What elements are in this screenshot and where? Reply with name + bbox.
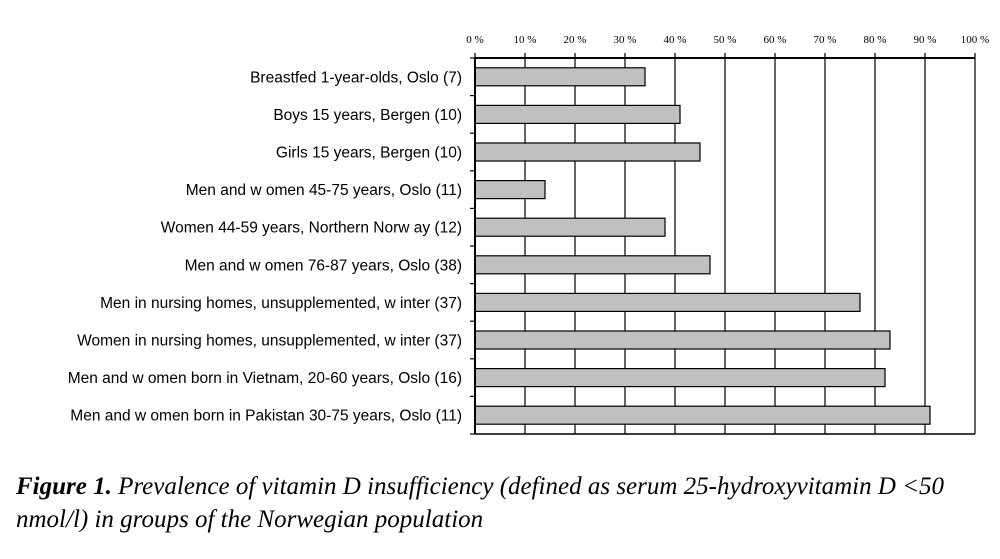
bar-chart: 0 % 10 % 20 % 30 % 40 % 50 % 60 % 70 % 80 % 90 % 1… xyxy=(68,34,989,435)
x-tick-label: 50 % xyxy=(714,34,737,46)
x-tick-label: 90 % xyxy=(914,34,937,46)
bar xyxy=(474,67,646,87)
category-label: Men in nursing homes, unsupplemented, w … xyxy=(100,295,462,312)
category-label: Breastfed 1-year-olds, Oslo (7) xyxy=(250,69,462,86)
category-label: Men and w omen 45-75 years, Oslo (11) xyxy=(186,182,462,199)
bars xyxy=(474,67,931,425)
x-tick-label: 30 % xyxy=(614,34,637,46)
caption-text: Prevalence of vitamin D insufficiency (d… xyxy=(16,473,945,533)
x-tick-label: 40 % xyxy=(664,34,687,46)
bar xyxy=(474,330,891,350)
bar xyxy=(474,292,861,312)
category-label: Men and w omen born in Vietnam, 20-60 ye… xyxy=(68,370,462,387)
category-label: Men and w omen 76-87 years, Oslo (38) xyxy=(185,257,462,274)
axes xyxy=(470,53,976,435)
bar xyxy=(474,368,886,388)
x-tick-label: 20 % xyxy=(564,34,587,46)
category-label: Men and w omen born in Pakistan 30-75 ye… xyxy=(70,408,462,425)
x-tick-label: 70 % xyxy=(814,34,837,46)
bar xyxy=(474,180,546,200)
category-labels: Breastfed 1-year-olds, Oslo (7) Boys 15 y… xyxy=(68,69,462,424)
x-tick-label: 100 % xyxy=(961,34,989,46)
figure-caption: Figure 1. Prevalence of vitamin D insuff… xyxy=(16,470,986,536)
x-tick-label: 60 % xyxy=(764,34,787,46)
figure-number: Figure 1. xyxy=(16,473,112,500)
x-tick-labels: 0 % 10 % 20 % 30 % 40 % 50 % 60 % 70 % 80 % 90 % 1… xyxy=(466,34,989,46)
category-label: Women in nursing homes, unsupplemented, … xyxy=(77,333,462,350)
bar xyxy=(474,104,681,125)
category-label: Women 44-59 years, Northern Norw ay (12) xyxy=(161,220,462,237)
bar xyxy=(474,142,701,162)
bar xyxy=(474,255,711,275)
category-label: Girls 15 years, Bergen (10) xyxy=(276,145,462,162)
x-tick-label: 0 % xyxy=(466,34,483,46)
bar xyxy=(474,405,931,425)
x-tick-label: 80 % xyxy=(864,34,887,46)
x-tick-label: 10 % xyxy=(514,34,537,46)
category-label: Boys 15 years, Bergen (10) xyxy=(273,107,462,124)
bar xyxy=(474,217,666,237)
